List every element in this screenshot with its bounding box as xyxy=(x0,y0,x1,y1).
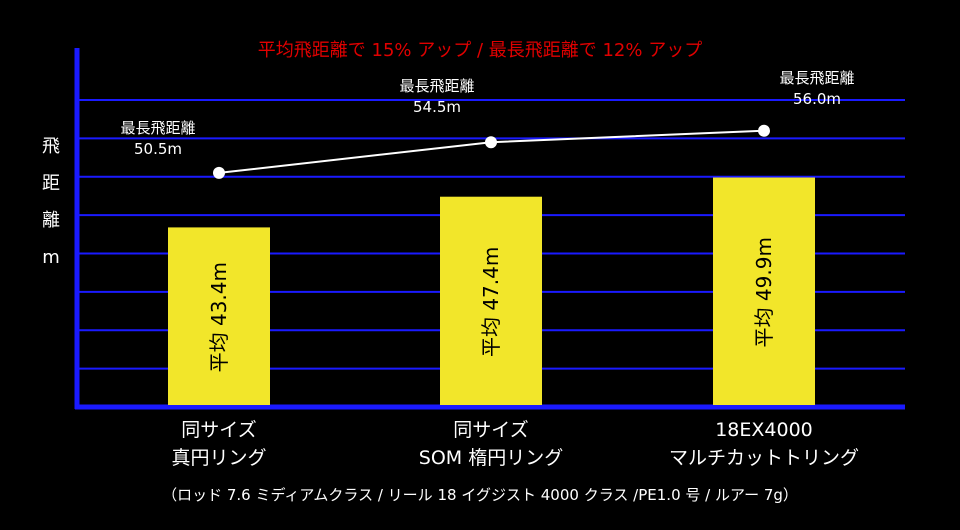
max-distance-label-title: 最長飛距離 xyxy=(120,119,196,137)
category-label-line1: 同サイズ xyxy=(181,419,257,441)
max-distance-label-value: 54.5m xyxy=(412,98,461,116)
category-label: 同サイズ SOM 楕円リング xyxy=(361,416,621,472)
max-distance-label: 最長飛距離 54.5m xyxy=(382,76,492,118)
max-distance-label-title: 最長飛距離 xyxy=(399,77,475,95)
category-label: 18EX4000 マルチカットトリング xyxy=(634,416,894,472)
category-label: 同サイズ 真円リング xyxy=(89,416,349,472)
y-axis-label-char: m xyxy=(42,247,60,268)
bar-value-label: 平均 43.4m xyxy=(207,262,231,372)
bar xyxy=(168,227,270,405)
max-distance-point xyxy=(758,124,770,137)
max-distance-label: 最長飛距離 56.0m xyxy=(762,68,872,110)
max-distance-label-value: 56.0m xyxy=(792,90,841,108)
y-axis-label: 飛 距 離 m xyxy=(38,128,64,276)
bar xyxy=(440,196,542,405)
max-distance-label-value: 50.5m xyxy=(133,140,182,158)
y-axis-label-char: 離 xyxy=(42,210,60,231)
bar-value-label: 平均 47.4m xyxy=(479,247,503,357)
y-axis-label-char: 距 xyxy=(42,173,60,194)
chart-title: 平均飛距離で 15% アップ / 最長飛距離で 12% アップ xyxy=(257,40,703,61)
category-label-line1: 18EX4000 xyxy=(715,419,813,441)
category-label-line2: SOM 楕円リング xyxy=(418,447,564,469)
category-label-line1: 同サイズ xyxy=(453,419,529,441)
max-distance-label: 最長飛距離 50.5m xyxy=(103,118,213,160)
bar-value-label: 平均 49.9m xyxy=(752,237,776,347)
y-axis-label-char: 飛 xyxy=(42,136,60,157)
max-distance-point xyxy=(485,136,497,149)
category-label-line2: 真円リング xyxy=(171,447,267,469)
bar xyxy=(713,177,815,405)
category-label-line2: マルチカットトリング xyxy=(668,447,859,469)
test-conditions-note: （ロッド 7.6 ミディアムクラス / リール 18 イグジスト 4000 クラ… xyxy=(162,486,798,504)
max-distance-label-title: 最長飛距離 xyxy=(779,69,855,87)
max-distance-point xyxy=(213,166,225,179)
